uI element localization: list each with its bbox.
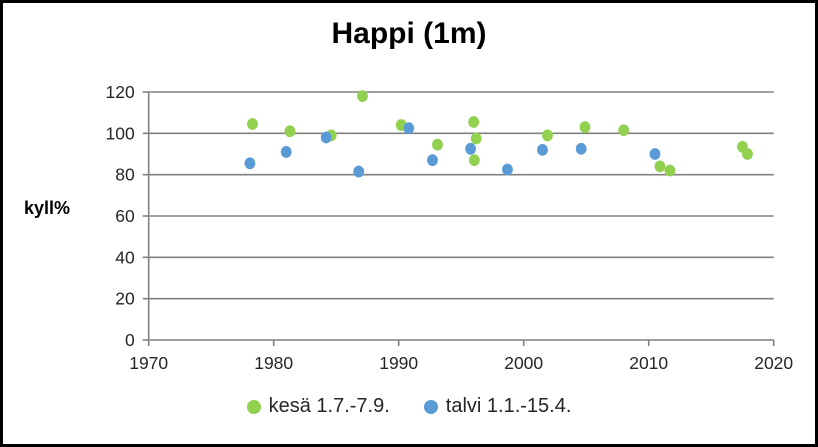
plot-area: 0 20 40 60 80 100 120 1970 1980 1990 2000 2010 2020 (105, 82, 793, 373)
data-point-kesa (284, 125, 296, 138)
data-point-kesa (618, 124, 630, 137)
data-point-kesa (468, 154, 480, 167)
x-tick-label: 2000 (504, 353, 543, 373)
x-tick-label: 1970 (129, 353, 168, 373)
data-point-kesa (468, 116, 480, 128)
data-point-talvi (502, 163, 513, 176)
legend-label-kesa: kesä 1.7.-7.9. (268, 395, 390, 417)
legend-item-kesa: kesä 1.7.-7.9. (246, 395, 390, 418)
data-point-kesa (247, 118, 258, 130)
data-point-kesa (470, 132, 482, 145)
data-point-talvi (244, 157, 256, 170)
data-point-kesa (742, 148, 753, 160)
data-point-talvi (537, 143, 548, 156)
data-point-kesa (654, 160, 666, 173)
data-point-talvi (280, 146, 292, 158)
y-tick-label: 40 (115, 247, 135, 267)
legend: kesä 1.7.-7.9. talvi 1.1.-15.4. (3, 395, 815, 418)
data-point-talvi (427, 154, 438, 167)
legend-label-talvi: talvi 1.1.-15.4. (445, 395, 572, 417)
y-tick-label: 120 (105, 82, 134, 102)
data-point-kesa (357, 90, 368, 103)
data-point-talvi (403, 122, 415, 135)
data-point-talvi (575, 142, 587, 155)
legend-marker-kesa-icon (246, 399, 261, 414)
x-tick-label: 1980 (254, 353, 293, 373)
legend-item-talvi: talvi 1.1.-15.4. (423, 395, 572, 418)
x-tick-label: 2020 (754, 353, 793, 373)
data-point-kesa (664, 164, 676, 177)
y-tick-label: 100 (105, 123, 134, 143)
x-tick-label: 2010 (629, 353, 668, 373)
legend-marker-talvi-icon (423, 399, 438, 414)
data-point-talvi (320, 131, 332, 144)
y-axis-label: kyll% (24, 198, 71, 218)
y-tick-label: 20 (115, 289, 135, 309)
data-point-talvi (649, 148, 661, 160)
data-point-kesa (432, 138, 443, 151)
data-point-kesa (542, 129, 553, 142)
data-point-kesa (579, 121, 591, 134)
y-tick-label: 60 (115, 206, 135, 226)
data-point-talvi (353, 165, 365, 178)
y-tick-label: 80 (115, 165, 135, 185)
data-point-talvi (465, 142, 476, 155)
x-tick-label: 1990 (379, 353, 418, 373)
y-tick-label: 0 (125, 330, 135, 350)
chart-title: Happi (1m) (331, 17, 487, 50)
